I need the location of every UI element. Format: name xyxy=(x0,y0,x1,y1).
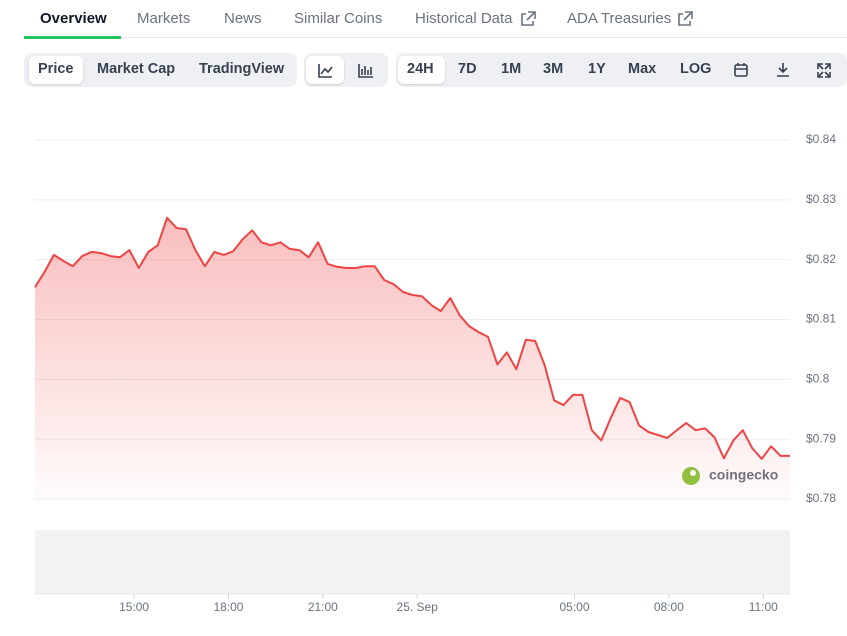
button[interactable]: 24H xyxy=(407,61,434,77)
button[interactable]: LOG xyxy=(680,61,712,77)
button[interactable]: 1M xyxy=(501,61,522,77)
tab[interactable]: News xyxy=(224,10,262,27)
tab[interactable]: ADA Treasuries xyxy=(567,10,672,27)
x-tick-label: 18:00 xyxy=(213,600,243,614)
button[interactable]: TradingView xyxy=(199,61,285,77)
button[interactable]: Max xyxy=(628,61,657,77)
x-tick-label: 21:00 xyxy=(308,600,338,614)
y-tick-label: $0.84 xyxy=(806,132,836,146)
price-line xyxy=(34,216,790,460)
tab[interactable]: Similar Coins xyxy=(294,10,383,27)
external-icon xyxy=(521,11,693,26)
x-tick-label: 15:00 xyxy=(119,600,149,614)
y-tick-label: $0.78 xyxy=(806,491,836,505)
tab-border xyxy=(24,37,847,38)
y-tick-label: $0.81 xyxy=(806,312,836,326)
x-tick-label: 11:00 xyxy=(749,600,778,614)
y-tick-label: $0.82 xyxy=(806,252,836,266)
button[interactable]: 7D xyxy=(458,61,477,77)
button[interactable]: Price xyxy=(38,61,74,77)
tab[interactable]: Historical Data xyxy=(415,10,513,27)
volume-panel xyxy=(35,530,790,594)
x-tick-label: 08:00 xyxy=(654,600,684,614)
y-tick-label: $0.83 xyxy=(806,192,836,206)
active-chip xyxy=(398,56,445,84)
tab[interactable]: Markets xyxy=(137,10,191,27)
x-tick-label: 25. Sep xyxy=(397,600,439,614)
active-underline xyxy=(24,36,121,39)
price-area xyxy=(35,217,790,500)
button[interactable]: Market Cap xyxy=(97,61,176,77)
active-chip xyxy=(29,56,83,84)
y-tick-label: $0.79 xyxy=(806,431,836,445)
y-tick-label: $0.8 xyxy=(806,372,830,386)
button[interactable]: 3M xyxy=(543,61,564,77)
tab[interactable]: Overview xyxy=(40,10,107,27)
toolbar-icons[interactable] xyxy=(318,63,831,78)
button[interactable]: 1Y xyxy=(588,61,606,77)
button-group xyxy=(396,53,847,87)
x-tick-label: 05:00 xyxy=(559,600,589,614)
